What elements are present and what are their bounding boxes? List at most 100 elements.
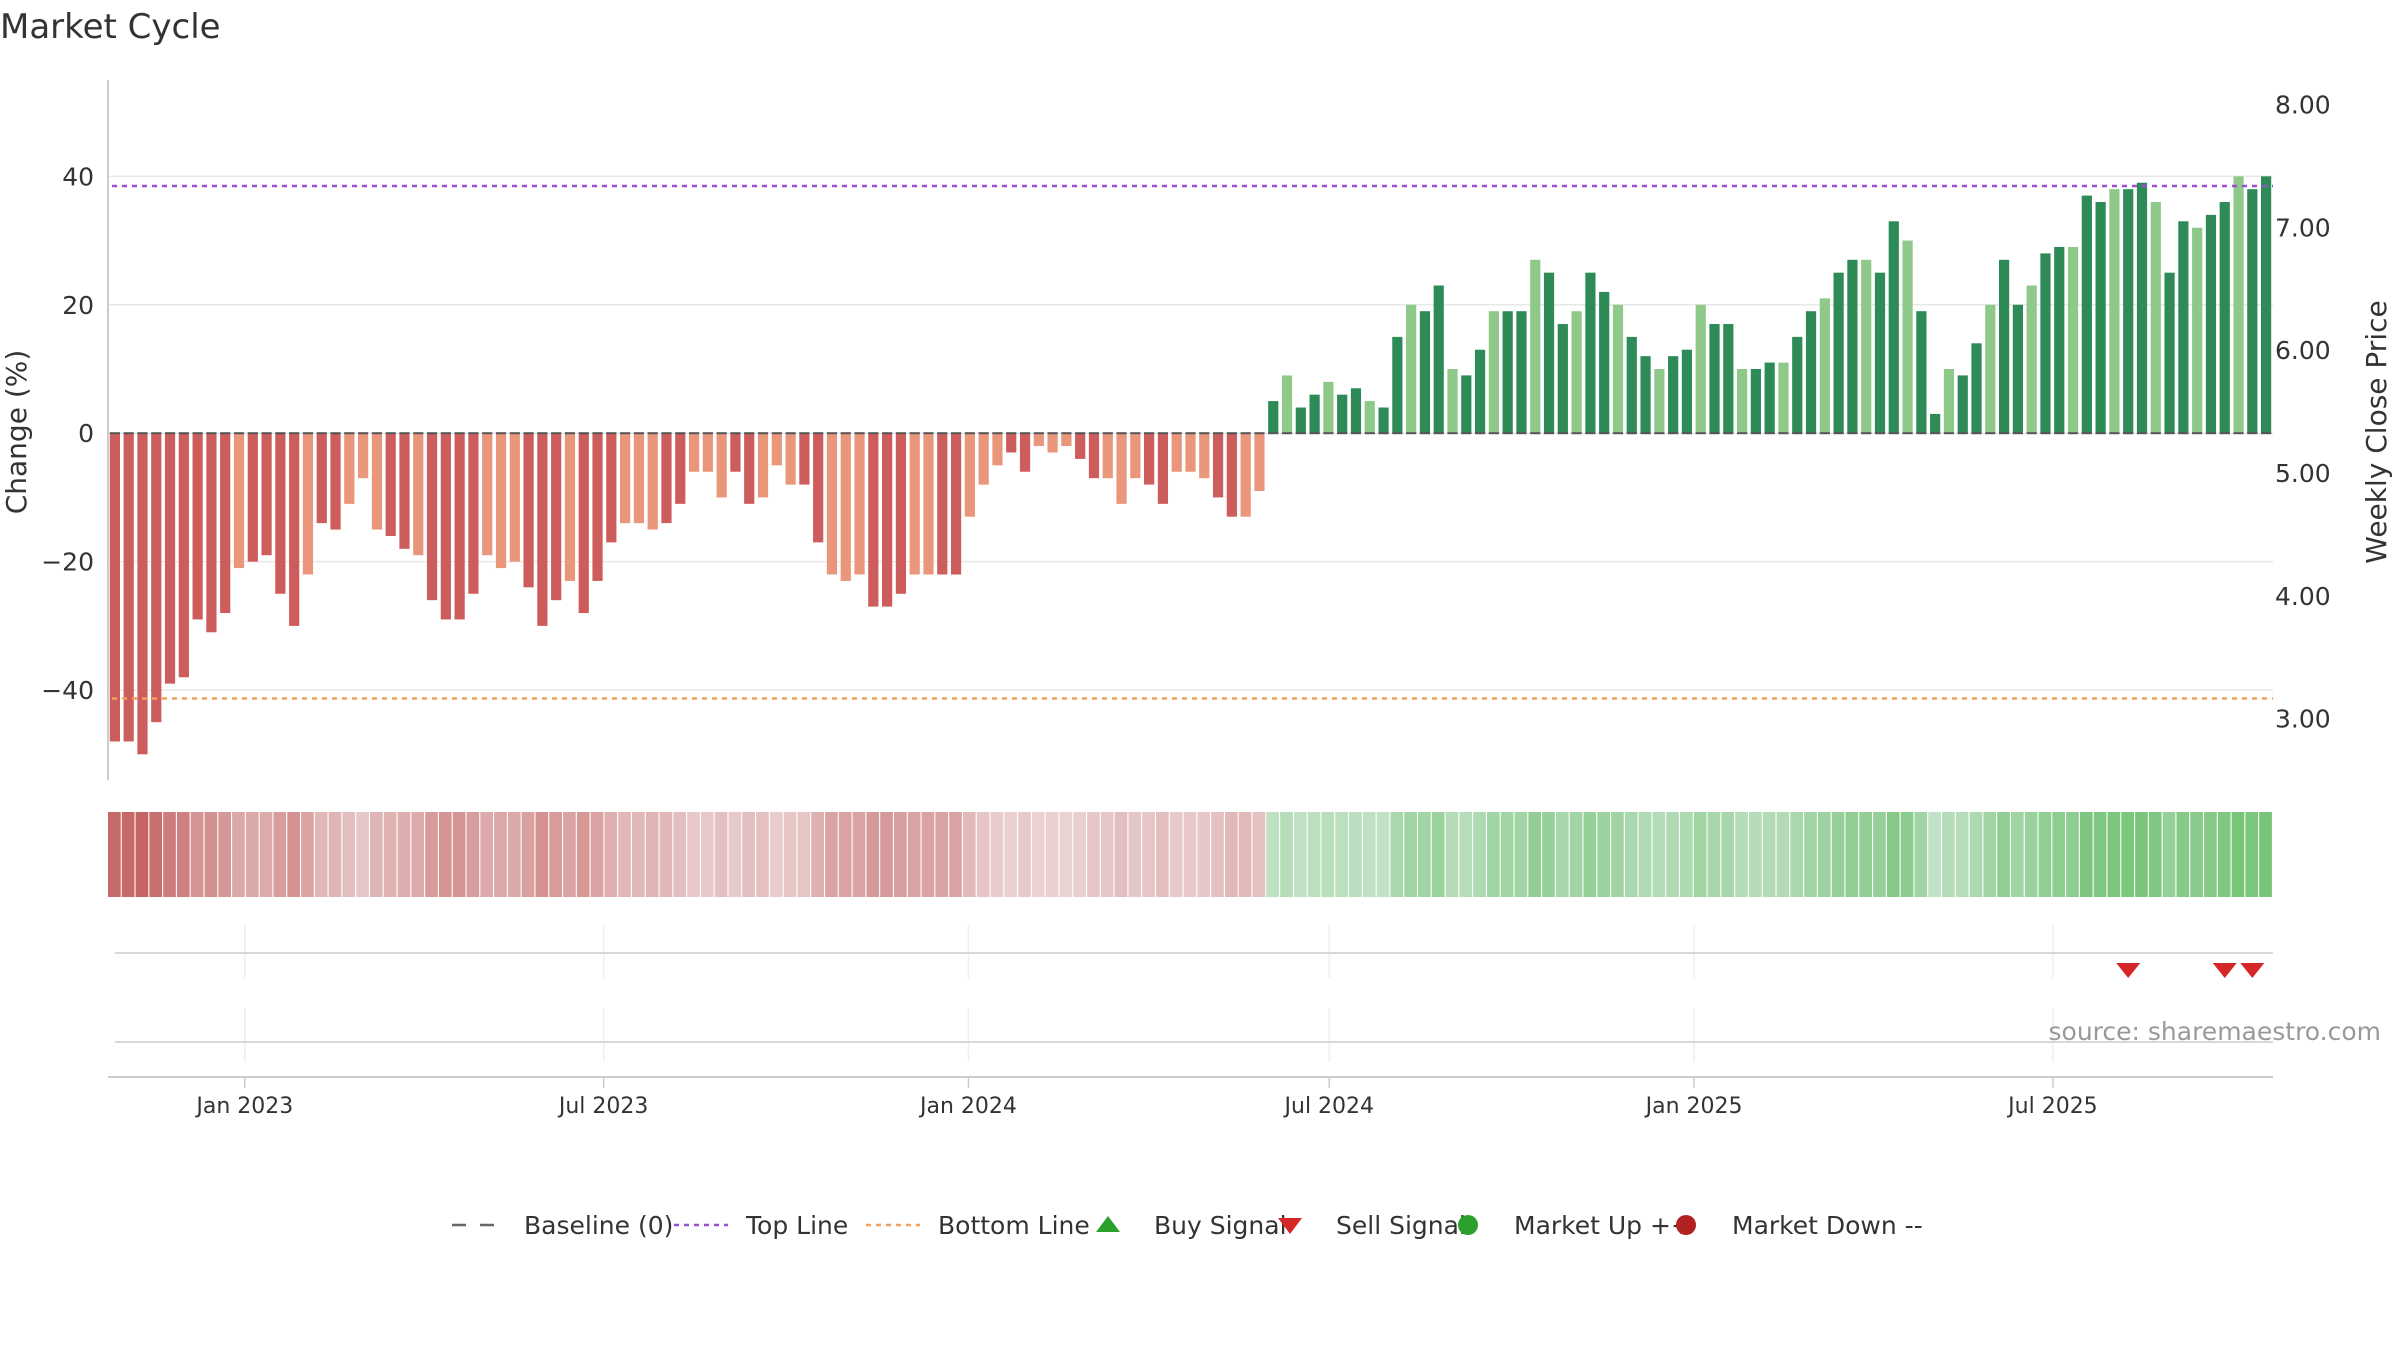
change-bar [1047,433,1058,453]
heat-cell [1735,812,1748,897]
legend-swatch [1676,1215,1696,1235]
change-bar [1888,221,1899,434]
heat-cell [232,812,245,897]
y-left-tick-label: 0 [78,419,94,448]
heat-cell [1252,812,1266,897]
change-bar [1419,311,1431,434]
heat-cell [1790,812,1804,897]
heat-cell [1183,812,1197,897]
heat-cell [866,812,880,897]
change-bar [2150,202,2161,434]
change-bar [385,433,396,536]
change-bar [730,433,741,472]
change-bar [2233,176,2244,434]
change-bar [1295,407,1306,434]
heat-cell [1156,812,1169,897]
x-tick-label: Jan 2025 [1644,1094,1743,1119]
change-bar [151,433,162,723]
heat-cell [356,812,369,897]
change-bar [1130,433,1141,479]
heat-cell [135,812,149,897]
change-bar [1599,291,1610,434]
change-bar [109,433,120,742]
heat-cell [1473,812,1486,897]
heat-cell [1087,812,1100,897]
heat-cell [659,812,673,897]
heat-cell [1390,812,1404,897]
heat-cell [301,812,314,897]
change-bar [1309,394,1320,434]
heat-cell [1362,812,1376,897]
heat-cell [1459,812,1473,897]
heat-cell [1280,812,1293,897]
change-bar [1530,259,1541,434]
change-bar [1861,259,1872,434]
change-bar [523,433,534,588]
change-bar [358,433,369,479]
heat-cell [2245,812,2259,897]
change-bar [1930,413,1941,434]
heat-cell [935,812,949,897]
heat-cell [1555,812,1569,897]
change-bars [109,176,2272,755]
change-bar [330,433,341,530]
heat-cell [949,812,962,897]
heat-cell [1707,812,1721,897]
heat-cell [2217,812,2231,897]
change-bar [592,433,603,581]
heat-cell [742,812,756,897]
change-bar [1337,394,1348,434]
y-left-tick-label: 20 [62,291,94,320]
change-bar [2040,253,2051,434]
heat-cell [1638,812,1652,897]
y-right-tick-label: 3.00 [2275,705,2331,734]
heat-cell [1928,812,1941,897]
heat-cell [645,812,659,897]
legend-item: Sell Signal [1278,1211,1466,1240]
heat-strip [108,812,2272,897]
change-bar [371,433,383,530]
heat-cell [2204,812,2217,897]
heat-cell [1114,812,1128,897]
legend-label: Market Down -- [1732,1211,1923,1240]
change-bar [1695,304,1706,434]
heat-cell [825,812,838,897]
heat-cell [2148,812,2162,897]
change-bar [426,433,438,601]
heat-cell [1817,812,1831,897]
change-bar [1116,433,1127,504]
heat-cell [1004,812,1018,897]
change-bar [702,433,713,472]
change-bar [1957,375,1968,434]
legend-label: Market Up ++ [1514,1211,1692,1240]
change-bar [2054,246,2065,434]
heat-cell [894,812,907,897]
heat-cell [1073,812,1086,897]
heat-cell [438,812,452,897]
heat-cell [1542,812,1555,897]
change-bar [2247,189,2258,434]
heat-cell [1900,812,1914,897]
change-bar [1323,381,1334,434]
signal-panel [115,925,2273,1062]
change-bar [2164,272,2175,434]
heat-cell [604,812,618,897]
heat-cell [1445,812,1459,897]
change-bar [661,433,672,524]
change-bar [2109,189,2120,434]
change-bar [440,433,451,620]
heat-cell [1748,812,1762,897]
change-bar [799,433,810,485]
change-bar [233,433,245,569]
legend-label: Sell Signal [1336,1211,1466,1240]
change-bar [647,433,658,530]
heat-cell [1652,812,1666,897]
change-bar [1075,433,1086,459]
change-bar [2081,195,2092,434]
heat-cell [990,812,1004,897]
change-bar [537,433,548,626]
change-bar [1006,433,1017,453]
heat-cell [383,812,397,897]
heat-cell [618,812,631,897]
change-bar [785,433,796,485]
